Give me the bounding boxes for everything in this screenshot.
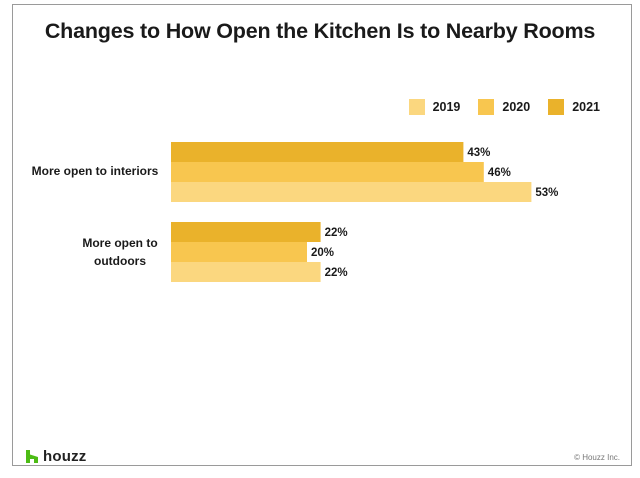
value-label-2021-cat0: 43% (467, 147, 490, 159)
value-label-2019-cat1: 22% (325, 267, 348, 279)
bar-2020-cat0 (171, 162, 484, 182)
bar-2020-cat1 (171, 242, 307, 262)
houzz-logo-icon (26, 450, 38, 463)
value-label-2019-cat0: 53% (535, 187, 558, 199)
copyright-text: © Houzz Inc. (574, 453, 620, 462)
category-label-0: More open to interiors (32, 164, 159, 178)
value-label-2020-cat0: 46% (488, 167, 511, 179)
brand: houzz (26, 448, 87, 465)
chart-legend: 2019 2020 2021 (408, 99, 600, 115)
value-label-2020-cat1: 20% (311, 247, 334, 259)
legend-item-2019: 2019 (408, 99, 461, 115)
chart-frame (12, 4, 632, 466)
legend-swatch-2021 (548, 99, 565, 115)
legend-swatch-2020 (478, 99, 495, 115)
legend-swatch-2019 (408, 99, 425, 115)
category-label-1: More open to outdoors (82, 236, 157, 268)
value-label-2021-cat1: 22% (325, 227, 348, 239)
legend-label-2020: 2020 (502, 100, 531, 114)
legend-item-2020: 2020 (478, 99, 530, 115)
legend-item-2021: 2021 (548, 99, 600, 115)
bar-2021-cat0 (171, 142, 464, 162)
bar-2019-cat0 (171, 182, 532, 202)
bar-2019-cat1 (171, 262, 321, 282)
legend-label-2021: 2021 (572, 100, 600, 114)
legend-label-2019: 2019 (432, 100, 461, 114)
bar-2021-cat1 (171, 222, 321, 242)
brand-name: houzz (43, 448, 87, 465)
chart-title: Changes to How Open the Kitchen Is to Ne… (44, 19, 596, 43)
